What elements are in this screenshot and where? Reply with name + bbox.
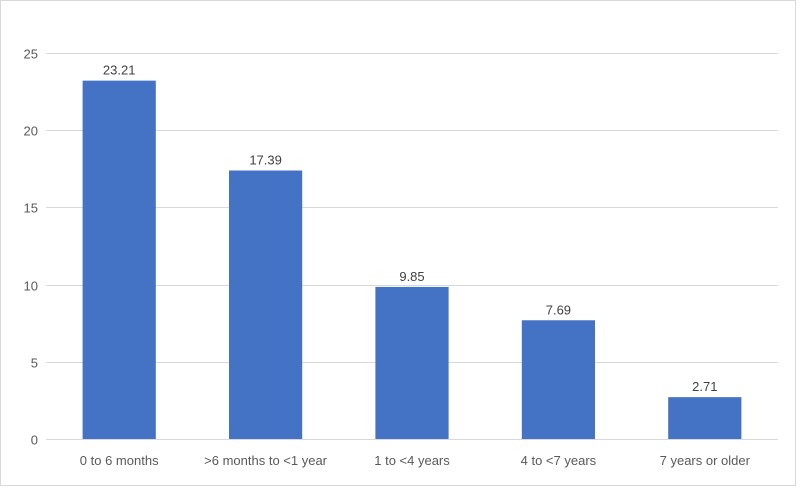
y-tick-label: 10	[24, 279, 38, 294]
bar	[82, 80, 156, 439]
y-tick-label: 25	[24, 47, 38, 62]
y-axis-ticks: 0 5 10 15 20 25	[24, 47, 38, 448]
x-category-label: 0 to 6 months	[80, 453, 159, 468]
x-category-label: 7 years or older	[660, 453, 751, 468]
bar-data-label: 7.69	[546, 302, 571, 317]
y-tick-label: 0	[31, 433, 38, 448]
x-category-label: 1 to <4 years	[374, 453, 450, 468]
x-category-label: 4 to <7 years	[521, 453, 597, 468]
bar-data-label: 2.71	[692, 379, 717, 394]
bar-data-label: 23.21	[103, 63, 136, 78]
x-axis-ticks: 0 to 6 months >6 months to <1 year 1 to <4…	[80, 453, 751, 468]
x-category-label: >6 months to <1 year	[204, 453, 328, 468]
y-tick-label: 5	[31, 356, 38, 371]
gridlines	[46, 53, 778, 440]
y-tick-label: 20	[24, 124, 38, 139]
data-labels: 23.21 17.39 9.85 7.69 2.71	[103, 63, 718, 395]
bar	[521, 320, 595, 439]
bar-data-label: 17.39	[249, 152, 282, 167]
bar	[229, 170, 303, 439]
bars	[82, 80, 742, 439]
bar-data-label: 9.85	[399, 269, 424, 284]
bar	[668, 397, 742, 439]
bar	[375, 286, 449, 439]
y-tick-label: 15	[24, 201, 38, 216]
